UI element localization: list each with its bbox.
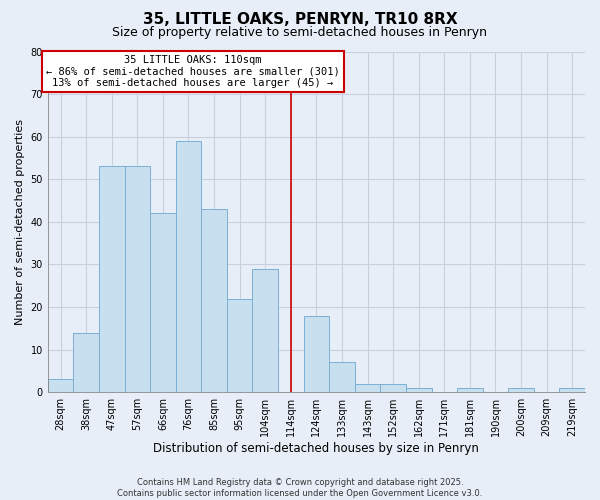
Text: 35 LITTLE OAKS: 110sqm
← 86% of semi-detached houses are smaller (301)
13% of se: 35 LITTLE OAKS: 110sqm ← 86% of semi-det… bbox=[46, 55, 340, 88]
Bar bbox=[253, 268, 278, 392]
Text: Size of property relative to semi-detached houses in Penryn: Size of property relative to semi-detach… bbox=[113, 26, 487, 39]
Bar bbox=[201, 209, 227, 392]
Text: 35, LITTLE OAKS, PENRYN, TR10 8RX: 35, LITTLE OAKS, PENRYN, TR10 8RX bbox=[143, 12, 457, 28]
Bar bbox=[176, 141, 201, 392]
Bar bbox=[380, 384, 406, 392]
Y-axis label: Number of semi-detached properties: Number of semi-detached properties bbox=[15, 119, 25, 325]
Bar bbox=[150, 214, 176, 392]
Bar bbox=[227, 298, 253, 392]
Bar bbox=[99, 166, 125, 392]
Bar bbox=[125, 166, 150, 392]
Bar bbox=[508, 388, 534, 392]
Bar bbox=[48, 380, 73, 392]
X-axis label: Distribution of semi-detached houses by size in Penryn: Distribution of semi-detached houses by … bbox=[154, 442, 479, 455]
Bar bbox=[304, 316, 329, 392]
Text: Contains HM Land Registry data © Crown copyright and database right 2025.
Contai: Contains HM Land Registry data © Crown c… bbox=[118, 478, 482, 498]
Bar bbox=[559, 388, 585, 392]
Bar bbox=[406, 388, 431, 392]
Bar bbox=[457, 388, 482, 392]
Bar bbox=[73, 332, 99, 392]
Bar bbox=[355, 384, 380, 392]
Bar bbox=[329, 362, 355, 392]
